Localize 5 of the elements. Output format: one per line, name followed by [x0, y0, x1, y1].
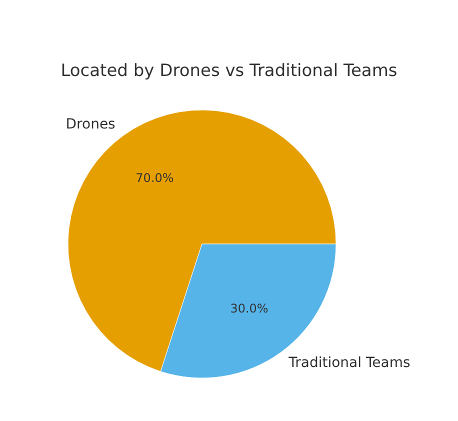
data-label: 70.0% [136, 171, 174, 186]
data-label: 30.0% [230, 301, 268, 316]
slice-label: Drones [66, 116, 116, 133]
slice-label: Traditional Teams [288, 355, 410, 372]
chart-title: Located by Drones vs Traditional Teams [60, 61, 398, 81]
